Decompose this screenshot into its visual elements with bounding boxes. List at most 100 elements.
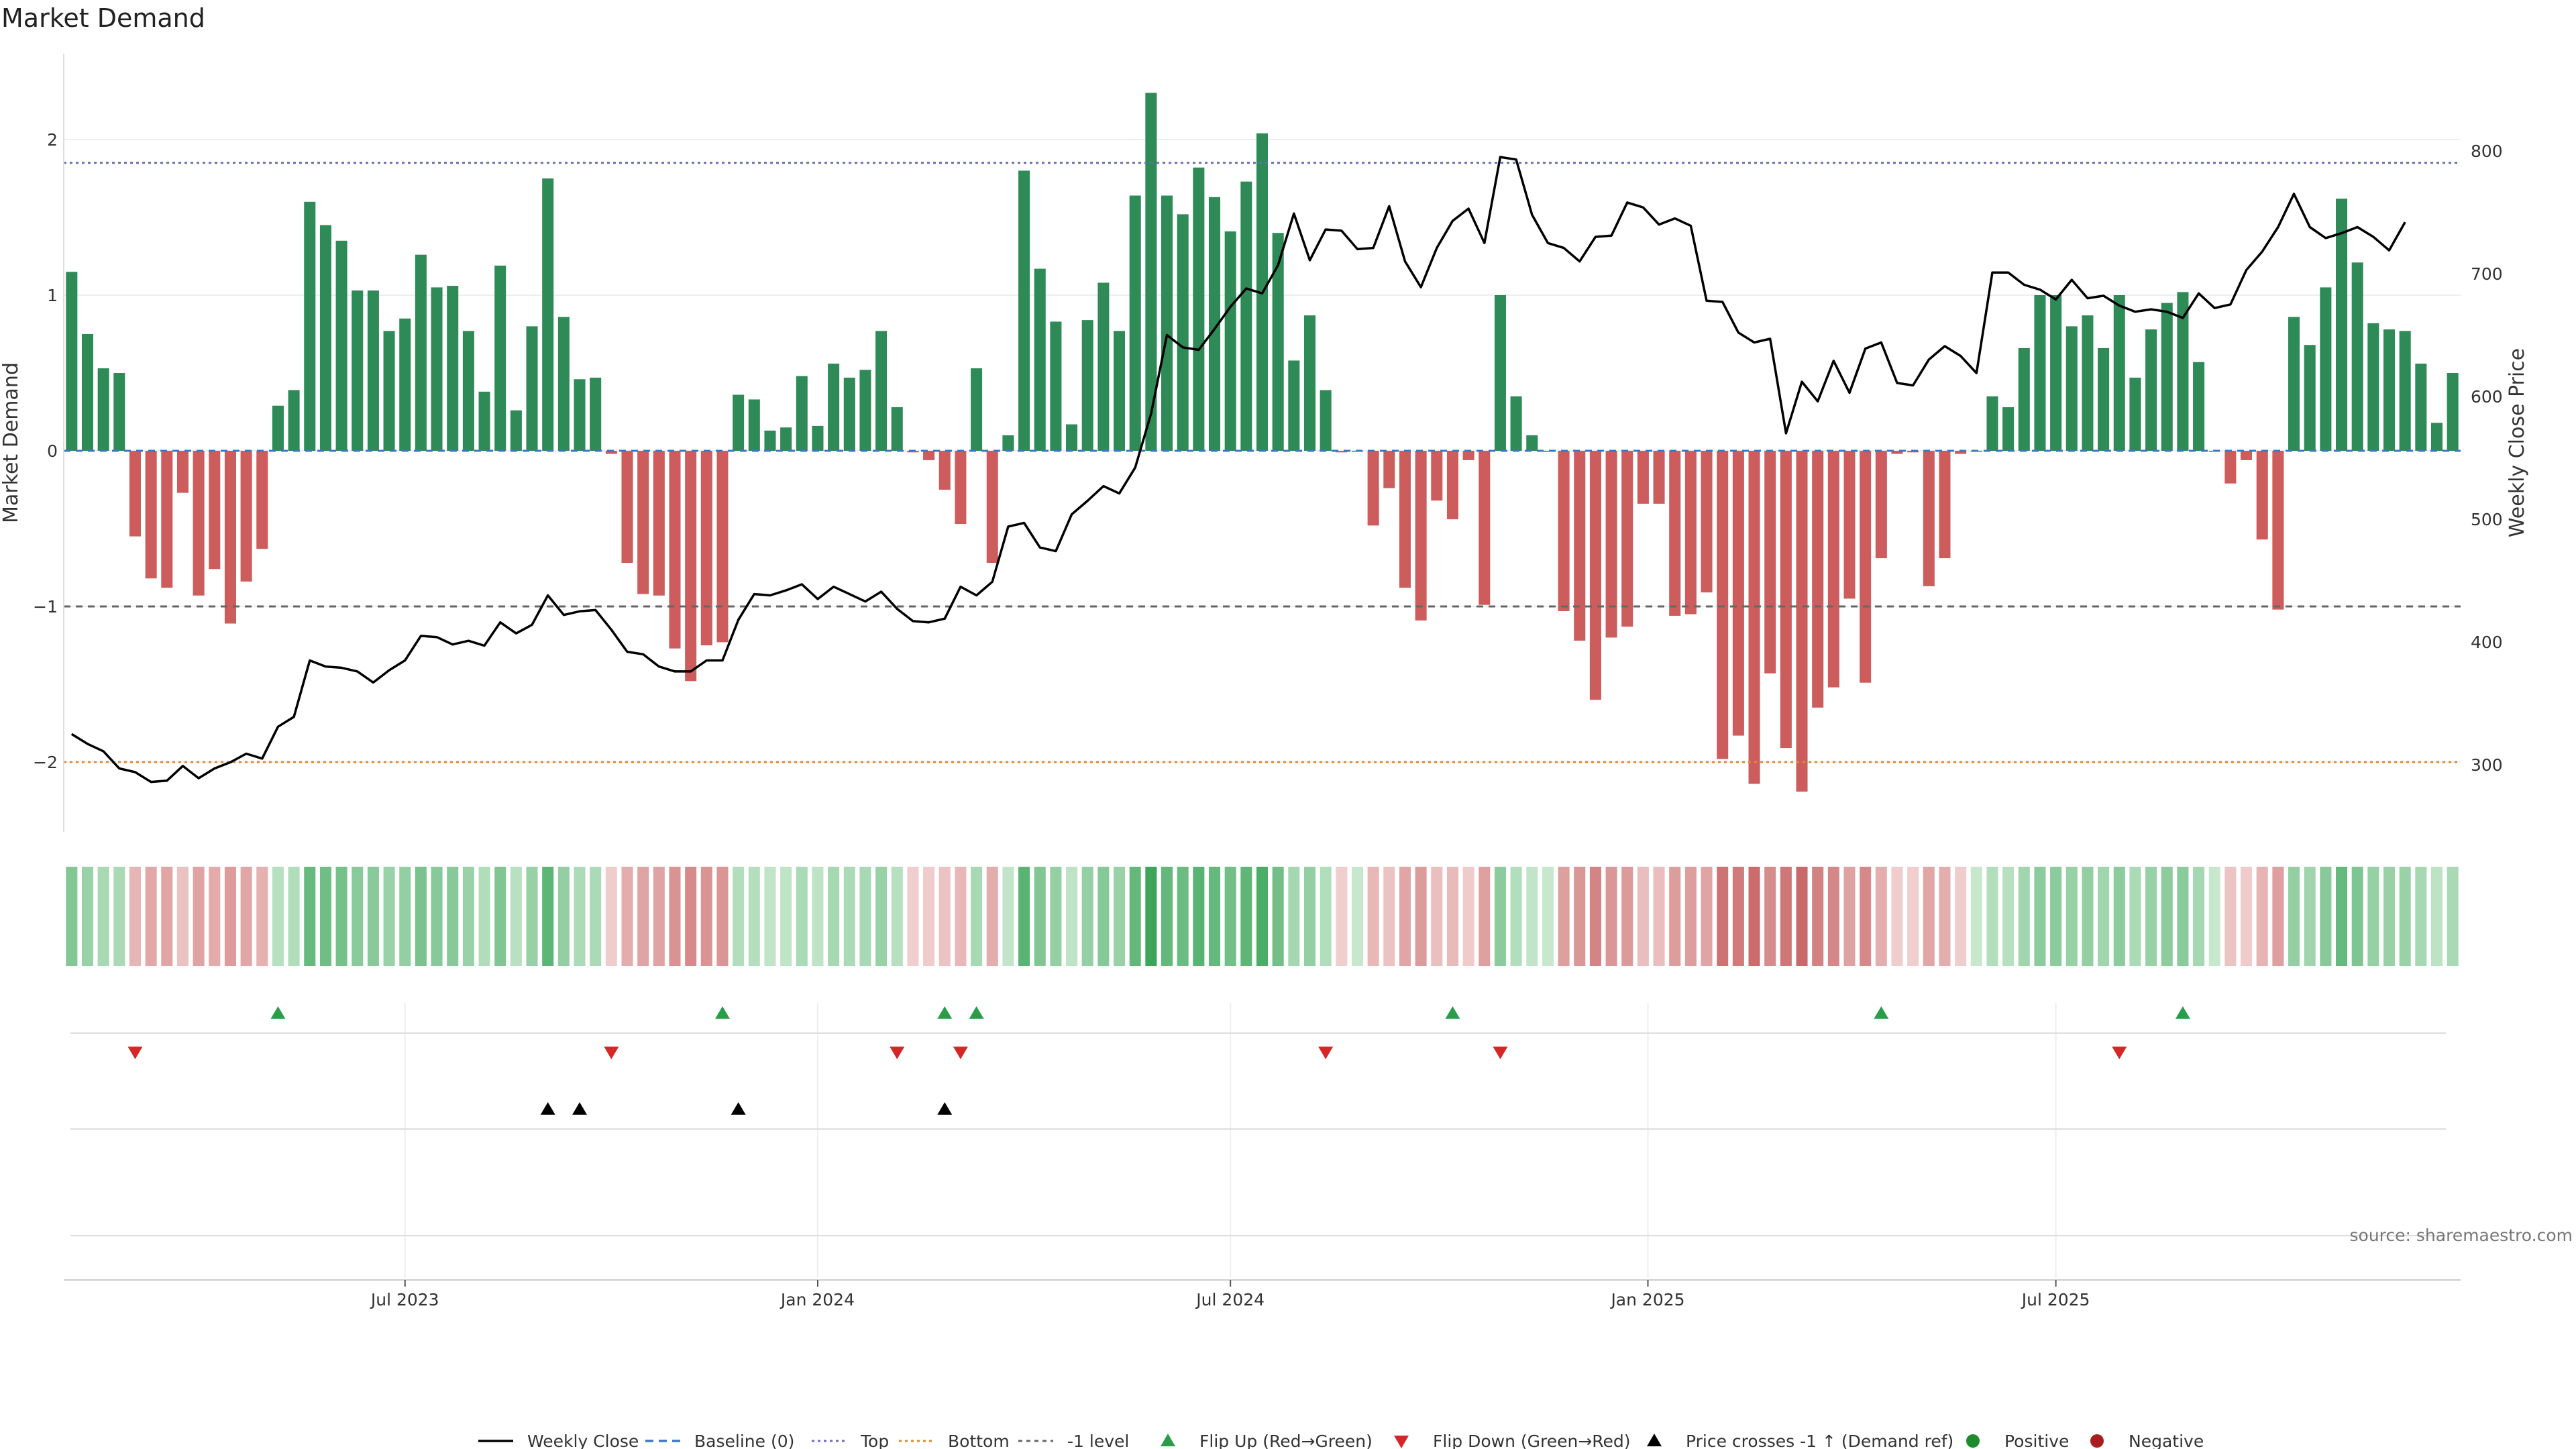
heat-cell	[716, 867, 729, 966]
demand-bar	[574, 379, 586, 451]
demand-bar	[2430, 423, 2443, 451]
demand-bar	[1701, 451, 1713, 593]
heat-cell	[685, 867, 697, 966]
demand-bar	[1002, 435, 1014, 451]
demand-bar	[352, 290, 364, 451]
flip-up-marker	[1445, 1006, 1460, 1019]
demand-bar	[590, 377, 602, 451]
legend-label: Price crosses -1 ↑ (Demand ref)	[1686, 1432, 1953, 1449]
legend-label: Baseline (0)	[694, 1432, 794, 1449]
demand-bar	[812, 425, 824, 451]
heat-cell	[1193, 867, 1205, 966]
heat-cell	[891, 867, 903, 966]
heat-cell	[1558, 867, 1570, 966]
demand-bar	[733, 394, 745, 451]
demand-bar	[1415, 451, 1427, 621]
demand-bar	[129, 451, 141, 537]
heat-cell	[1367, 867, 1379, 966]
heat-cell	[1208, 867, 1221, 966]
heat-cell	[1701, 867, 1713, 966]
flip-up-marker	[969, 1006, 984, 1019]
heat-cell	[574, 867, 586, 966]
demand-bar	[145, 451, 157, 579]
heat-cell	[1860, 867, 1872, 966]
heat-cell	[938, 867, 951, 966]
heat-cell	[1161, 867, 1173, 966]
heat-cell	[733, 867, 745, 966]
demand-bar	[653, 451, 665, 596]
heat-cell	[2351, 867, 2363, 966]
x-tick-label: Jan 2025	[1609, 1290, 1684, 1309]
heat-cell	[1684, 867, 1697, 966]
chart-title: Market Demand	[1, 3, 205, 33]
y-left-tick-label: −1	[33, 597, 58, 616]
demand-bar	[986, 451, 998, 564]
legend-label: Bottom	[948, 1432, 1010, 1449]
demand-bar	[399, 318, 411, 451]
legend-swatch-cross	[1647, 1434, 1662, 1446]
heat-cell	[2065, 867, 2078, 966]
heat-cell	[828, 867, 840, 966]
demand-bars	[66, 93, 2459, 792]
flip-up-marker	[2175, 1006, 2190, 1019]
heat-cell	[1970, 867, 1982, 966]
demand-bar	[1383, 451, 1395, 488]
heat-cell	[971, 867, 983, 966]
heat-cell	[1129, 867, 1141, 966]
demand-bar	[2002, 407, 2015, 451]
heat-cell	[1907, 867, 1919, 966]
demand-bar	[2034, 295, 2046, 451]
demand-bar	[1748, 451, 1760, 784]
demand-bar	[1177, 214, 1189, 451]
demand-bar	[796, 376, 808, 451]
demand-bar	[2193, 362, 2205, 451]
heat-cell	[1669, 867, 1681, 966]
demand-bar	[1240, 181, 1252, 451]
heat-cell	[2256, 867, 2268, 966]
demand-bar	[923, 451, 935, 460]
legend-item: Bottom	[899, 1432, 1010, 1449]
x-tick-label: Jul 2025	[2021, 1290, 2090, 1309]
heat-cell	[319, 867, 331, 966]
heat-cell	[986, 867, 998, 966]
demand-bar	[637, 451, 649, 594]
demand-bar	[447, 286, 459, 451]
heat-cell	[859, 867, 871, 966]
demand-bar	[256, 451, 268, 549]
demand-bar	[1621, 451, 1633, 627]
demand-bar	[2065, 326, 2078, 451]
y-right-tick-label: 300	[2471, 755, 2503, 775]
heat-cell	[1843, 867, 1856, 966]
legend-label: Flip Up (Red→Green)	[1199, 1432, 1373, 1449]
heat-cell	[2288, 867, 2300, 966]
heat-cell	[2208, 867, 2220, 966]
heat-cell	[2193, 867, 2205, 966]
heat-cell	[1796, 867, 1808, 966]
x-axis-ticks: Jul 2023 Jan 2024 Jul 2024 Jan 2025 Jul 2025	[370, 1280, 2090, 1309]
heat-cell	[2050, 867, 2062, 966]
demand-bar	[1114, 331, 1126, 451]
heat-cell	[1780, 867, 1792, 966]
flip-down-marker	[1493, 1046, 1508, 1059]
heat-cell	[1526, 867, 1538, 966]
heat-cell	[145, 867, 157, 966]
demand-bar	[97, 368, 109, 451]
heat-cell	[272, 867, 284, 966]
x-tick-label: Jan 2024	[780, 1290, 855, 1309]
demand-bar	[1399, 451, 1411, 588]
heat-cell	[2082, 867, 2094, 966]
heat-cell	[923, 867, 935, 966]
demand-bar	[2351, 262, 2363, 451]
demand-bar	[1812, 451, 1824, 708]
demand-bar	[209, 451, 221, 570]
heat-cell	[1320, 867, 1332, 966]
heat-cell	[2098, 867, 2110, 966]
demand-bar	[875, 331, 888, 451]
heat-cell	[415, 867, 427, 966]
price-cross-marker	[937, 1102, 953, 1115]
legend-item: Price crosses -1 ↑ (Demand ref)	[1647, 1432, 1953, 1449]
heat-cell	[209, 867, 221, 966]
heat-cell	[907, 867, 919, 966]
heat-cell	[1224, 867, 1236, 966]
demand-bar	[113, 373, 125, 451]
